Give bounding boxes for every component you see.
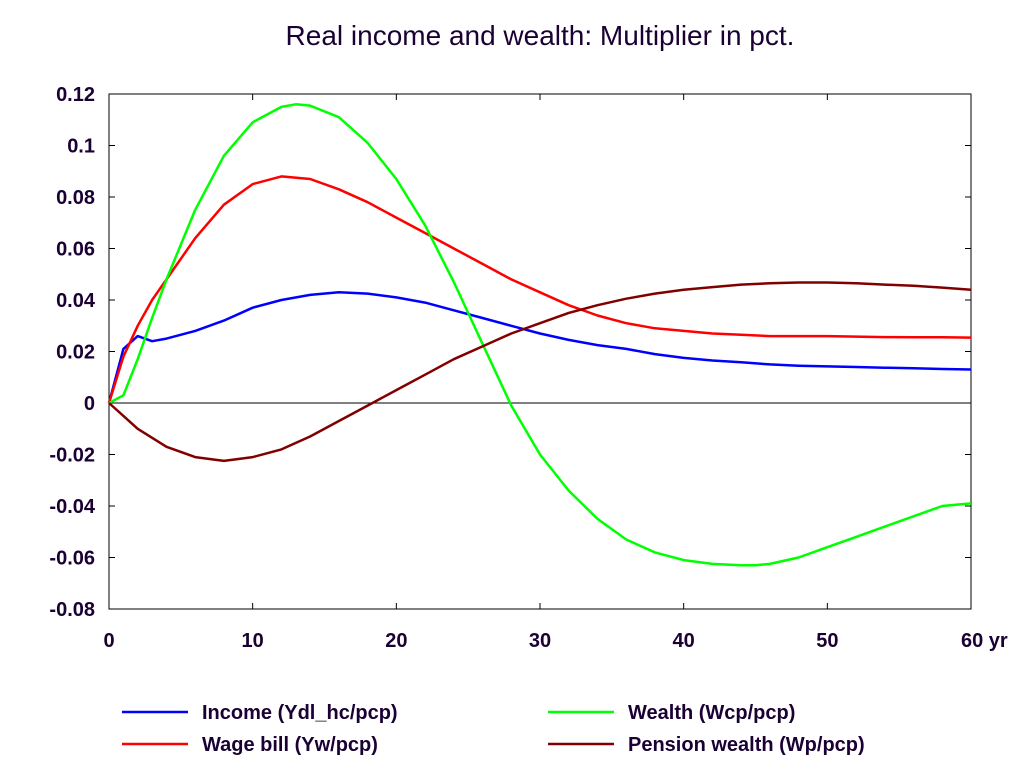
legend: Income (Ydl_hc/pcp) Wealth (Wcp/pcp) Wage … (122, 702, 865, 756)
series-line-1 (107, 291, 972, 404)
x-tick-label: 50 (816, 630, 838, 652)
x-tick-label: 10 (242, 630, 264, 652)
x-tick-label: 20 (385, 630, 407, 652)
y-tick-label: 0.08 (56, 187, 95, 209)
y-tick-label: -0.04 (49, 496, 95, 518)
legend-label: Wealth (Wcp/pcp) (628, 702, 795, 724)
y-tick-label: 0 (84, 393, 95, 415)
x-tick-label: 60 yr (961, 630, 1008, 652)
y-tick-label: -0.08 (49, 599, 95, 621)
legend-label: Wage bill (Yw/pcp) (202, 734, 378, 756)
legend-label: Pension wealth (Wp/pcp) (628, 734, 865, 756)
y-tick-label: -0.06 (49, 548, 95, 570)
y-tick-label: 0.1 (67, 136, 95, 158)
series-line-2 (107, 175, 972, 404)
y-tick-label: 0.12 (56, 84, 95, 106)
axis-ticks: 0.12 0.1 0.08 0.06 0.04 0.02 0 -0.02 -0.04 -0.06 -… (49, 84, 1008, 652)
x-tick-label: 0 (103, 630, 114, 652)
y-tick-label: 0.02 (56, 342, 95, 364)
legend-label: Income (Ydl_hc/pcp) (202, 702, 398, 724)
y-tick-label: -0.02 (49, 445, 95, 467)
chart-title: Real income and wealth: Multiplier in pc… (285, 20, 795, 51)
plot-frame (108, 93, 972, 610)
series-line-4 (108, 281, 972, 463)
y-tick-label: 0.06 (56, 239, 95, 261)
series-lines (107, 103, 972, 567)
y-tick-label: 0.04 (56, 290, 96, 312)
series-line-3 (108, 103, 972, 567)
x-tick-label: 40 (673, 630, 695, 652)
x-tick-label: 30 (529, 630, 551, 652)
